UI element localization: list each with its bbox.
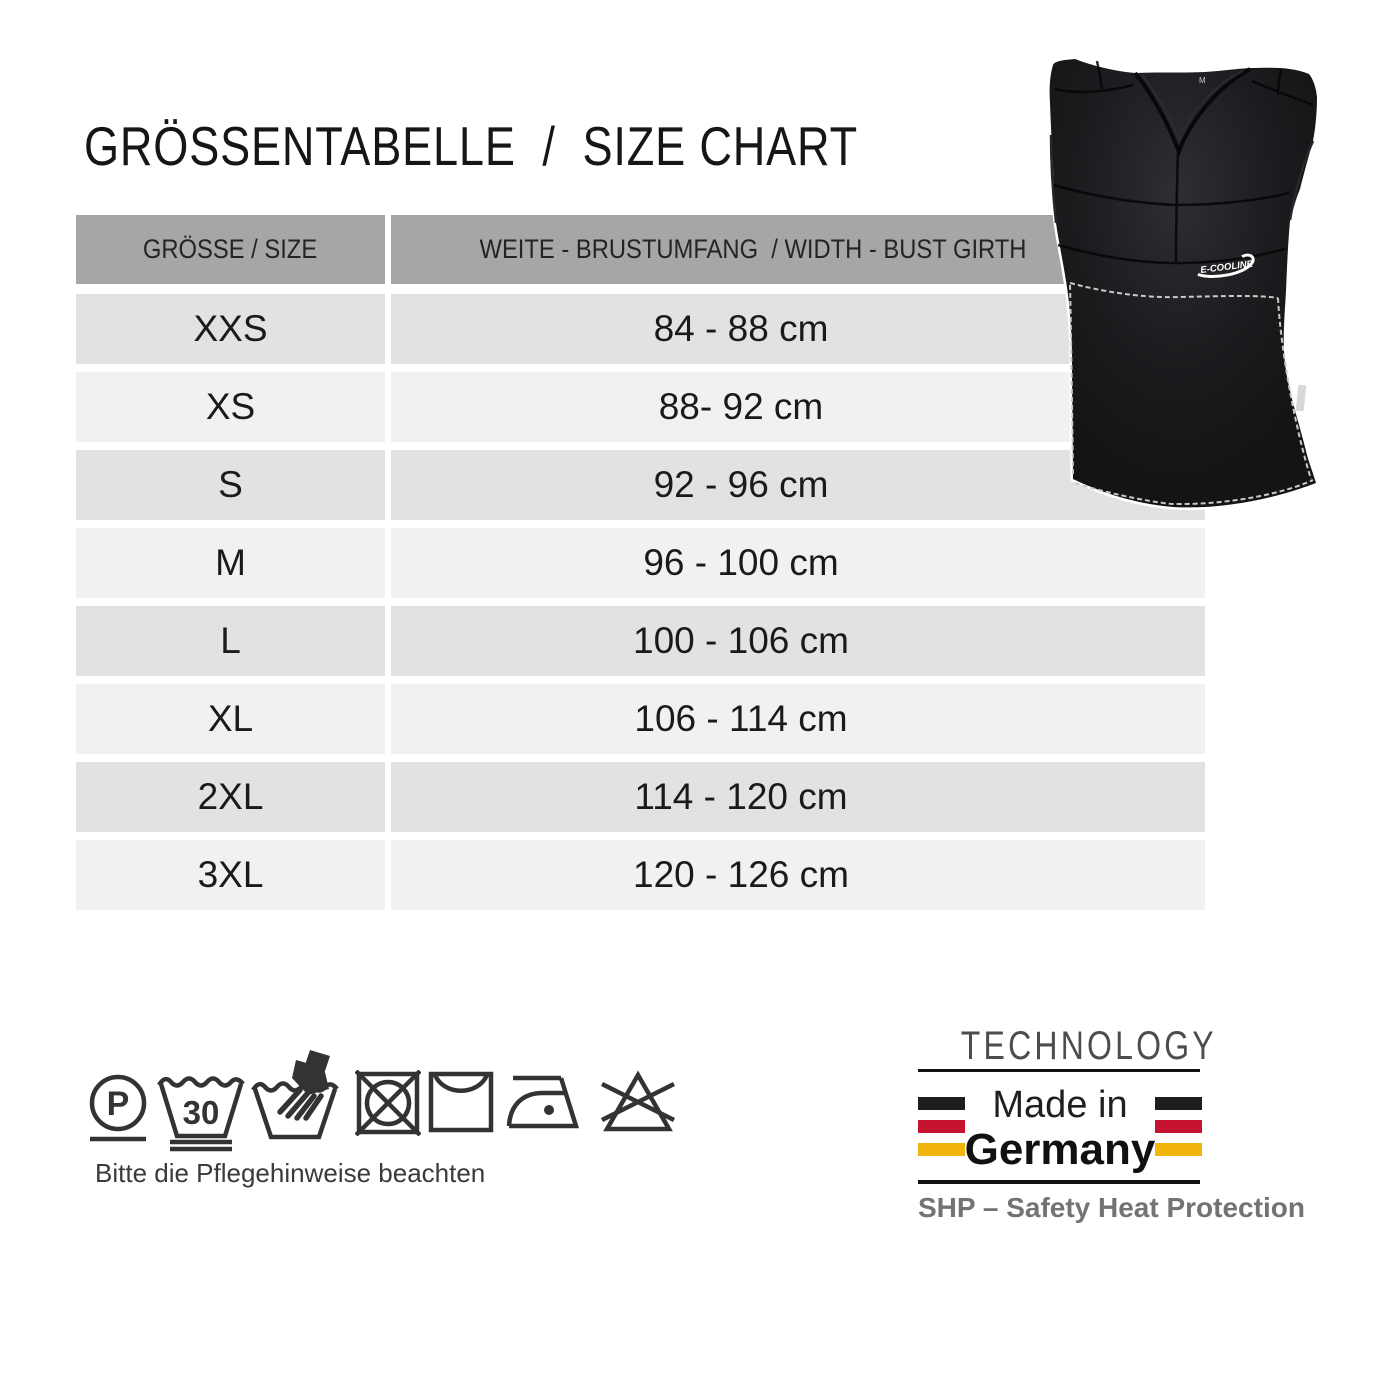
drip-dry-icon: [428, 1071, 494, 1133]
shp-tagline: SHP – Safety Heat Protection: [918, 1192, 1305, 1223]
width-value: 106 - 114 cm: [634, 698, 848, 739]
flag-stripe-gold: [1155, 1143, 1202, 1156]
flag-stripe-gold: [918, 1143, 965, 1156]
professional-cleaning-icon: P: [89, 1074, 147, 1142]
neck-size-label: M: [1199, 76, 1206, 85]
flag-stripe-black: [1155, 1097, 1202, 1110]
size-cell: L: [76, 606, 385, 676]
size-cell: M: [76, 528, 385, 598]
width-value: 96 - 100 cm: [643, 542, 839, 583]
badge-divider-top: [918, 1069, 1200, 1072]
width-value: 92 - 96 cm: [653, 464, 829, 505]
width-cell: 106 - 114 cm: [391, 684, 1205, 754]
size-cell: S: [76, 450, 385, 520]
hand-glyph: [292, 1050, 330, 1095]
table-row: XS 88- 92 cm: [0, 372, 1400, 442]
germany-label: Germany: [964, 1125, 1156, 1174]
width-value: 120 - 126 cm: [633, 854, 849, 895]
size-cell: 3XL: [76, 840, 385, 910]
page-title: GRÖSSENTABELLE / SIZE CHART: [84, 115, 858, 177]
do-not-bleach-icon: [600, 1070, 676, 1132]
width-value: 88- 92 cm: [658, 386, 824, 427]
size-cell: XL: [76, 684, 385, 754]
width-value: 100 - 106 cm: [633, 620, 849, 661]
hand-wash-icon: [251, 1050, 339, 1140]
german-flag-left: [918, 1097, 965, 1166]
technology-label: TECHNOLOGY: [960, 1024, 1217, 1068]
wash-30-icon: 30: [157, 1076, 245, 1152]
size-cell: XXS: [76, 294, 385, 364]
vest-armhole-seams: [1049, 134, 1315, 224]
vest-body: [1047, 56, 1320, 510]
care-note: Bitte die Pflegehinweise beachten: [95, 1158, 486, 1188]
table-row: L 100 - 106 cm: [0, 606, 1400, 676]
product-image-cooling-vest: E-COOLINE M: [1047, 56, 1320, 510]
table-row: 3XL 120 - 126 cm: [0, 840, 1400, 910]
wash-temperature-label: 30: [183, 1094, 220, 1131]
vest-white-stitching: [1069, 282, 1314, 506]
width-cell: 120 - 126 cm: [391, 840, 1205, 910]
brand-logo: E-COOLINE: [1197, 253, 1255, 278]
flag-stripe-black: [918, 1097, 965, 1110]
size-cell: 2XL: [76, 762, 385, 832]
width-cell: 92 - 96 cm: [391, 450, 1205, 520]
table-row: S 92 - 96 cm: [0, 450, 1400, 520]
width-value: 114 - 120 cm: [634, 776, 848, 817]
width-cell: 96 - 100 cm: [391, 528, 1205, 598]
german-flag-right: [1155, 1097, 1202, 1166]
width-cell: 114 - 120 cm: [391, 762, 1205, 832]
iron-one-dot: [544, 1105, 554, 1115]
table-row: XL 106 - 114 cm: [0, 684, 1400, 754]
header-width-label: WEITE - BRUSTUMFANG / WIDTH - BUST GIRTH: [479, 234, 1027, 264]
table-row: 2XL 114 - 120 cm: [0, 762, 1400, 832]
width-value: 84 - 88 cm: [653, 308, 829, 349]
vest-collar: [1133, 67, 1252, 156]
table-rows: XXS 84 - 88 cm XS 88- 92 cm S 92 - 96 cm M 96 -…: [0, 294, 1400, 918]
size-cell: XS: [76, 372, 385, 442]
made-in-label: Made in: [992, 1084, 1128, 1126]
badge-divider-bottom: [918, 1180, 1200, 1184]
width-cell: 100 - 106 cm: [391, 606, 1205, 676]
header-cell-size: GRÖSSE / SIZE: [76, 215, 385, 284]
header-size-label: GRÖSSE / SIZE: [143, 234, 318, 264]
professional-cleaning-letter: P: [107, 1085, 130, 1123]
table-row: M 96 - 100 cm: [0, 528, 1400, 598]
flag-stripe-red: [1155, 1120, 1202, 1133]
width-cell: 88- 92 cm: [391, 372, 1205, 442]
vest-quilt-seams: [1053, 60, 1314, 265]
flag-stripe-red: [918, 1120, 965, 1133]
iron-low-temperature-icon: [506, 1075, 580, 1129]
side-tag: [1295, 384, 1307, 412]
do-not-tumble-dry-icon: [355, 1070, 421, 1136]
hand-fingers: [277, 1087, 324, 1121]
